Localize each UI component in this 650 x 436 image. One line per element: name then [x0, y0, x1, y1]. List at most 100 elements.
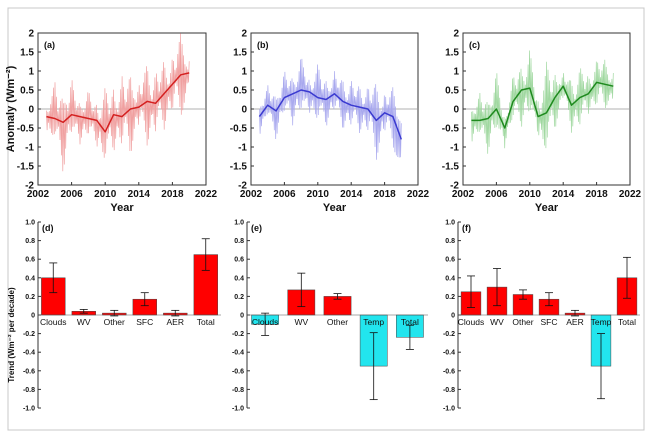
y-tick-label: 0	[31, 313, 35, 320]
smoothed-series-line	[46, 72, 190, 133]
x-tick-label: 2014	[552, 189, 575, 200]
y-tick-label: 0.5	[233, 86, 247, 97]
category-label: SFC	[136, 317, 153, 327]
x-tick-label: 2010	[307, 189, 330, 200]
x-tick-label: 2006	[60, 189, 83, 200]
y-tick-label: 0.5	[20, 86, 34, 97]
y-tick-label: -0.4	[232, 350, 244, 357]
smoothed-series-line	[471, 81, 614, 129]
y-tick-label: 0	[241, 105, 247, 116]
x-tick-label: 2018	[161, 189, 184, 200]
x-tick-label: 2006	[273, 189, 296, 200]
y-axis-label: Anomaly (Wm⁻²)	[5, 65, 17, 152]
figure-frame	[7, 7, 645, 431]
category-label: Clouds	[458, 317, 484, 327]
bar-panel-4: 1.0 0.8 0.6 0.4 0.2 0 -0.2 -0.4 -0.6 -0.8 -1.0 Clou…	[232, 220, 428, 413]
y-tick-label: 1.5	[20, 48, 34, 59]
y-tick-label: -0.2	[23, 331, 35, 338]
y-tick-label: 0.6	[445, 257, 455, 264]
category-label: Temp	[363, 317, 384, 327]
y-tick-label: -1	[25, 143, 34, 154]
y-tick-label: 1	[241, 67, 247, 78]
x-tick-label: 2002	[452, 189, 475, 200]
category-label: Total	[401, 317, 419, 327]
y-tick-label: 0.4	[445, 275, 455, 282]
category-label: SFC	[541, 317, 558, 327]
y-tick-label: 1.0	[234, 220, 244, 227]
y-tick-label: 0	[28, 105, 34, 116]
y-tick-label: 0.2	[25, 294, 35, 301]
category-label: Total	[618, 317, 636, 327]
x-axis-label: Year	[110, 202, 134, 214]
panel-label: (a)	[44, 40, 55, 50]
panel-label: (c)	[469, 40, 480, 50]
y-tick-label: -2	[238, 181, 247, 192]
y-tick-label: -0.8	[23, 387, 35, 394]
y-tick-label: -0.8	[232, 387, 244, 394]
y-tick-label: 0.8	[234, 238, 244, 245]
y-tick-label: 0.6	[25, 257, 35, 264]
category-label: WV	[77, 317, 91, 327]
x-tick-label: 2002	[240, 189, 263, 200]
y-tick-label: 0.8	[445, 238, 455, 245]
category-label: AER	[167, 317, 184, 327]
y-tick-label: -0.8	[443, 387, 455, 394]
category-label: WV	[490, 317, 504, 327]
y-tick-label: -1	[450, 143, 459, 154]
x-tick-label: 2006	[485, 189, 508, 200]
y-tick-label: 1	[453, 67, 459, 78]
category-label: Clouds	[40, 317, 66, 327]
y-tick-label: -1.5	[442, 162, 460, 173]
x-tick-label: 2022	[619, 189, 642, 200]
y-tick-label: -0.6	[23, 368, 35, 375]
x-tick-label: 2022	[195, 189, 218, 200]
y-tick-label: 2	[28, 29, 34, 40]
x-axis-label: Year	[323, 202, 347, 214]
raw-series-line	[46, 33, 190, 172]
y-tick-label: 1	[28, 67, 34, 78]
y-tick-label: -0.5	[442, 124, 460, 135]
y-tick-label: -0.2	[443, 331, 455, 338]
y-tick-label: -1.0	[443, 406, 455, 413]
bar-panel-3: 1.0 0.8 0.6 0.4 0.2 0 -0.2 -0.4 -0.6 -0.8 -1.0 Clou…	[7, 220, 221, 413]
y-tick-label: 0	[453, 105, 459, 116]
raw-series-line	[471, 50, 614, 154]
x-tick-label: 2010	[94, 189, 117, 200]
x-tick-label: 2002	[27, 189, 50, 200]
x-tick-label: 2014	[340, 189, 363, 200]
y-tick-label: 2	[241, 29, 247, 40]
y-tick-label: -0.6	[443, 368, 455, 375]
y-tick-label: 0.4	[234, 275, 244, 282]
bar-panel-5: 1.0 0.8 0.6 0.4 0.2 0 -0.2 -0.4 -0.6 -0.8 -1.0 Clou…	[443, 220, 640, 413]
y-tick-label: -2	[25, 181, 34, 192]
y-tick-label: 0.2	[445, 294, 455, 301]
y-tick-label: 1.5	[445, 48, 459, 59]
y-axis-label: Trend (Wm⁻² per decade)	[7, 287, 16, 383]
y-tick-label: -2	[450, 181, 459, 192]
y-tick-label: -0.5	[230, 124, 248, 135]
y-tick-label: -1.0	[232, 406, 244, 413]
category-label: Total	[197, 317, 215, 327]
panel-label: (b)	[257, 40, 269, 50]
y-tick-label: 0.8	[25, 238, 35, 245]
panel-label: (f)	[462, 223, 471, 233]
x-tick-label: 2022	[407, 189, 430, 200]
smoothed-series-line	[258, 89, 403, 140]
category-label: Other	[512, 317, 533, 327]
y-tick-label: -0.5	[17, 124, 35, 135]
x-tick-label: 2014	[128, 189, 151, 200]
y-tick-label: 0	[451, 313, 455, 320]
category-label: Clouds	[252, 317, 278, 327]
category-label: Other	[104, 317, 125, 327]
y-tick-label: 1.0	[25, 220, 35, 227]
category-label: Other	[327, 317, 348, 327]
y-tick-label: -1	[238, 143, 247, 154]
x-axis-label: Year	[535, 202, 559, 214]
y-tick-label: 0	[240, 313, 244, 320]
x-tick-label: 2018	[373, 189, 396, 200]
category-label: AER	[566, 317, 583, 327]
y-tick-label: -0.6	[232, 368, 244, 375]
